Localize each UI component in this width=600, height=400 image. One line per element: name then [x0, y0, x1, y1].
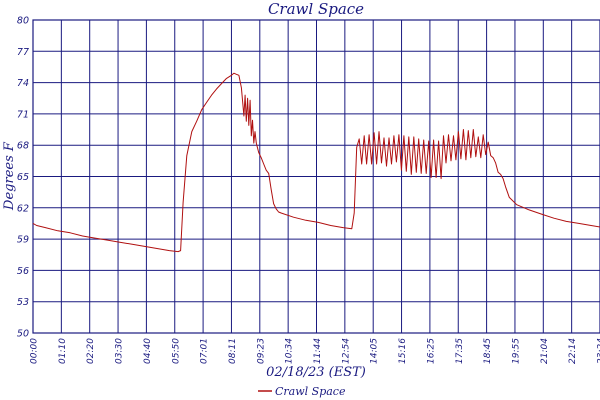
chart-title: Crawl Space: [268, 0, 364, 18]
y-axis-label: Degrees F: [2, 141, 17, 211]
y-tick-label: 68: [17, 141, 29, 152]
y-tick-label: 59: [17, 235, 29, 246]
x-tick-label: 02:20: [86, 338, 96, 364]
x-tick-label: 14:05: [370, 338, 380, 364]
y-tick-label: 71: [17, 109, 29, 120]
x-axis-label: 02/18/23 (EST): [266, 365, 366, 380]
y-tick-label: 74: [17, 78, 29, 89]
y-tick-label: 56: [17, 266, 29, 277]
y-tick-label: 53: [17, 297, 29, 308]
x-tick-label: 07:01: [200, 338, 210, 364]
x-tick-label: 04:40: [143, 338, 153, 364]
x-tick-label: 00:00: [30, 338, 40, 364]
y-tick-labels: 50 53 56 59 62 65 68 71 74 77 80: [17, 16, 29, 340]
x-tick-label: 01:10: [58, 338, 68, 364]
y-tick-label: 80: [17, 16, 29, 27]
x-tick-label: 09:23: [256, 338, 266, 364]
x-tick-label: 05:50: [171, 338, 181, 364]
x-tick-label: 21:04: [540, 338, 550, 364]
legend: Crawl Space: [258, 385, 346, 398]
x-tick-label: 16:25: [426, 338, 436, 364]
x-tick-label: 10:34: [285, 338, 295, 364]
series-line-crawl-space: [32, 72, 600, 253]
x-tick-labels: 00:00 01:10 02:20 03:30 04:40 05:50 07:01 08:11…: [30, 338, 600, 364]
x-tick-label: 03:30: [115, 338, 125, 364]
x-tick-label: 17:35: [455, 338, 465, 364]
x-tick-label: 23:24: [597, 338, 600, 364]
plot-frame: [32, 19, 600, 334]
y-tick-label: 50: [17, 329, 29, 340]
y-tick-label: 62: [17, 203, 29, 214]
x-tick-label: 08:11: [228, 338, 238, 364]
x-tick-label: 18:45: [483, 338, 493, 364]
y-tick-label: 77: [17, 47, 29, 58]
legend-label-crawl-space: Crawl Space: [275, 385, 346, 398]
x-tick-label: 15:16: [398, 338, 408, 364]
x-tick-label: 19:55: [511, 338, 521, 364]
x-tick-label: 12:54: [341, 338, 351, 364]
y-tick-label: 65: [17, 172, 29, 183]
x-tick-label: 22:14: [568, 338, 578, 364]
grid: [32, 19, 600, 334]
x-tick-label: 11:44: [313, 338, 323, 364]
